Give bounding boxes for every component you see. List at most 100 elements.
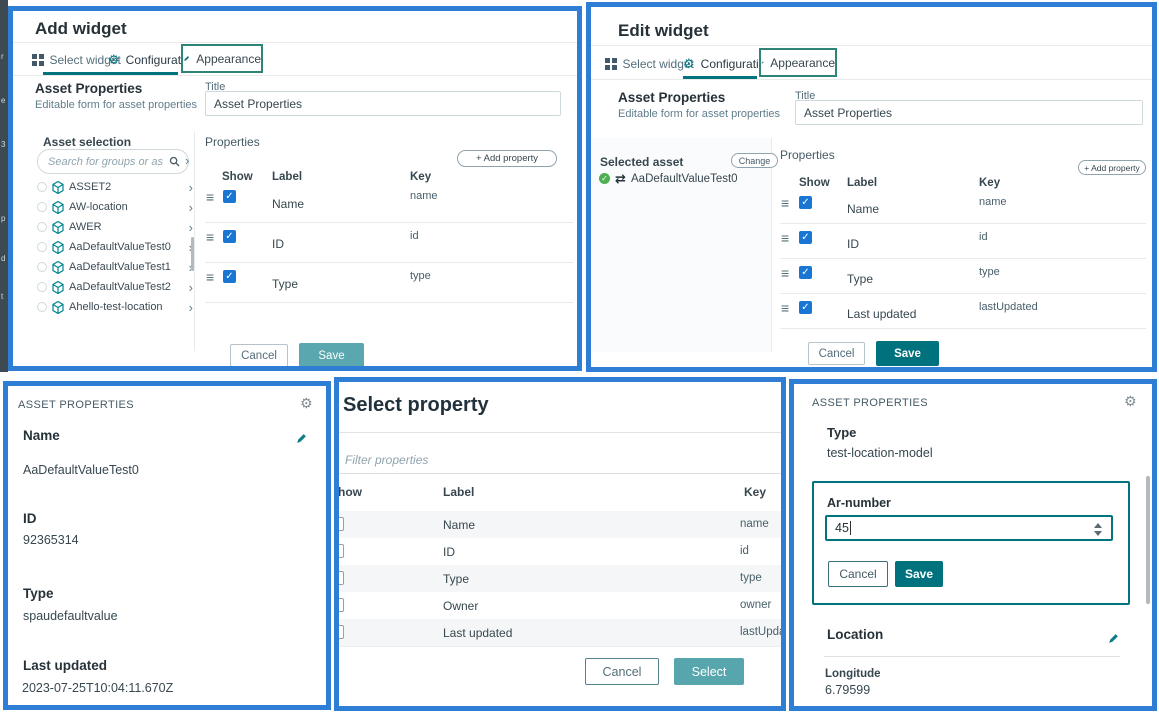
- drag-handle-icon[interactable]: [206, 190, 214, 204]
- tab-configuration[interactable]: Configuration: [683, 57, 772, 71]
- divider: [13, 42, 577, 43]
- radio-icon[interactable]: [37, 202, 47, 212]
- chevron-right-icon[interactable]: [189, 301, 193, 314]
- dialog-title: Add widget: [35, 19, 127, 38]
- save-button[interactable]: Save: [876, 341, 939, 366]
- active-tab-underline: [43, 72, 178, 75]
- widget-settings-gear-icon[interactable]: [1124, 395, 1137, 409]
- grid-icon: [605, 58, 617, 70]
- background-text-fragment: t: [1, 292, 4, 301]
- save-button[interactable]: Save: [895, 561, 943, 587]
- chevron-right-icon[interactable]: [185, 154, 189, 167]
- drag-handle-icon[interactable]: [781, 231, 789, 245]
- selected-asset-label: Selected asset: [600, 155, 684, 169]
- property-label: ID: [847, 237, 859, 251]
- edit-pencil-icon[interactable]: [1107, 632, 1120, 645]
- drag-handle-icon[interactable]: [781, 266, 789, 280]
- table-row[interactable]: [339, 619, 781, 646]
- select-button[interactable]: Select: [674, 658, 744, 685]
- property-label: Type: [443, 572, 470, 586]
- column-divider: [771, 138, 772, 352]
- cancel-button[interactable]: Cancel: [230, 344, 288, 366]
- divider: [591, 79, 1152, 80]
- filter-properties-input[interactable]: [343, 448, 777, 472]
- asset-list-item[interactable]: AaDefaultValueTest1: [37, 257, 193, 277]
- title-input[interactable]: [795, 100, 1143, 125]
- asset-list-item[interactable]: AaDefaultValueTest2: [37, 277, 193, 297]
- table-row[interactable]: [339, 511, 781, 538]
- asset-list-item[interactable]: AW-location: [37, 197, 193, 217]
- drag-handle-icon[interactable]: [206, 270, 214, 284]
- chevron-right-icon[interactable]: [189, 281, 193, 294]
- search-icon: [169, 156, 180, 167]
- field-label: ID: [23, 511, 37, 526]
- radio-icon[interactable]: [37, 222, 47, 232]
- tab-appearance[interactable]: Appearance: [759, 48, 837, 77]
- show-checkbox[interactable]: [799, 266, 812, 279]
- title-field-label: Title: [795, 90, 816, 102]
- add-property-button[interactable]: + Add property: [1078, 160, 1146, 175]
- row-divider: [205, 222, 573, 223]
- drag-handle-icon[interactable]: [206, 230, 214, 244]
- asset-list-item[interactable]: AaDefaultValueTest0: [37, 237, 193, 257]
- asset-name: Ahello-test-location: [69, 301, 163, 313]
- chevron-right-icon[interactable]: [189, 181, 193, 194]
- radio-icon[interactable]: [37, 262, 47, 272]
- show-checkbox[interactable]: [339, 625, 344, 639]
- number-stepper-icon[interactable]: [1094, 523, 1102, 536]
- show-checkbox[interactable]: [339, 517, 344, 531]
- property-key: lastUpdated: [740, 626, 786, 638]
- show-checkbox[interactable]: [799, 301, 812, 314]
- asset-search-input[interactable]: [46, 154, 165, 169]
- selected-asset-panel: [591, 138, 771, 352]
- radio-icon[interactable]: [37, 302, 47, 312]
- tab-appearance[interactable]: Appearance: [181, 44, 263, 73]
- drag-handle-icon[interactable]: [781, 301, 789, 315]
- chevron-right-icon[interactable]: [189, 221, 193, 234]
- title-input[interactable]: [205, 91, 561, 116]
- cancel-button[interactable]: Cancel: [828, 561, 888, 587]
- row-divider: [780, 328, 1146, 329]
- property-key: type: [410, 270, 431, 282]
- column-header-label: Label: [847, 177, 878, 189]
- radio-icon[interactable]: [37, 282, 47, 292]
- show-checkbox[interactable]: [339, 544, 344, 558]
- show-checkbox[interactable]: [223, 230, 236, 243]
- show-checkbox[interactable]: [223, 270, 236, 283]
- save-button[interactable]: Save: [299, 343, 364, 366]
- cancel-button[interactable]: Cancel: [808, 342, 865, 365]
- widget-scrollbar[interactable]: [1146, 476, 1150, 604]
- show-checkbox[interactable]: [799, 231, 812, 244]
- asset-list-item[interactable]: Ahello-test-location: [37, 297, 193, 317]
- widget-settings-gear-icon[interactable]: [300, 397, 313, 411]
- table-row[interactable]: [339, 565, 781, 592]
- row-divider: [780, 293, 1146, 294]
- tab-select-widget[interactable]: Select widget: [32, 53, 121, 67]
- asset-name: AW-location: [69, 201, 128, 213]
- add-property-button[interactable]: + Add property: [457, 150, 557, 167]
- dialog-title: Edit widget: [618, 21, 709, 40]
- edit-pencil-icon[interactable]: [295, 432, 308, 445]
- number-input[interactable]: 45: [825, 515, 1113, 541]
- cancel-button[interactable]: Cancel: [585, 658, 659, 685]
- tab-select-widget[interactable]: Select widget: [605, 57, 694, 71]
- property-key: lastUpdated: [979, 301, 1038, 313]
- change-asset-button[interactable]: Change: [731, 153, 778, 168]
- drag-handle-icon[interactable]: [781, 196, 789, 210]
- show-checkbox[interactable]: [223, 190, 236, 203]
- show-checkbox[interactable]: [339, 571, 344, 585]
- show-checkbox[interactable]: [339, 598, 344, 612]
- tab-configuration[interactable]: Configuration: [108, 53, 197, 67]
- column-header-show: Show: [799, 177, 830, 189]
- asset-list-item[interactable]: ASSET2: [37, 177, 193, 197]
- selected-asset-name: AaDefaultValueTest0: [631, 173, 738, 185]
- tab-label: Configuration: [700, 57, 773, 71]
- asset-list-item[interactable]: AWER: [37, 217, 193, 237]
- chevron-right-icon[interactable]: [189, 201, 193, 214]
- radio-icon[interactable]: [37, 182, 47, 192]
- show-checkbox[interactable]: [799, 196, 812, 209]
- asset-model-icon: [52, 220, 64, 234]
- radio-icon[interactable]: [37, 242, 47, 252]
- list-scrollbar[interactable]: [191, 237, 194, 271]
- divider: [339, 646, 781, 647]
